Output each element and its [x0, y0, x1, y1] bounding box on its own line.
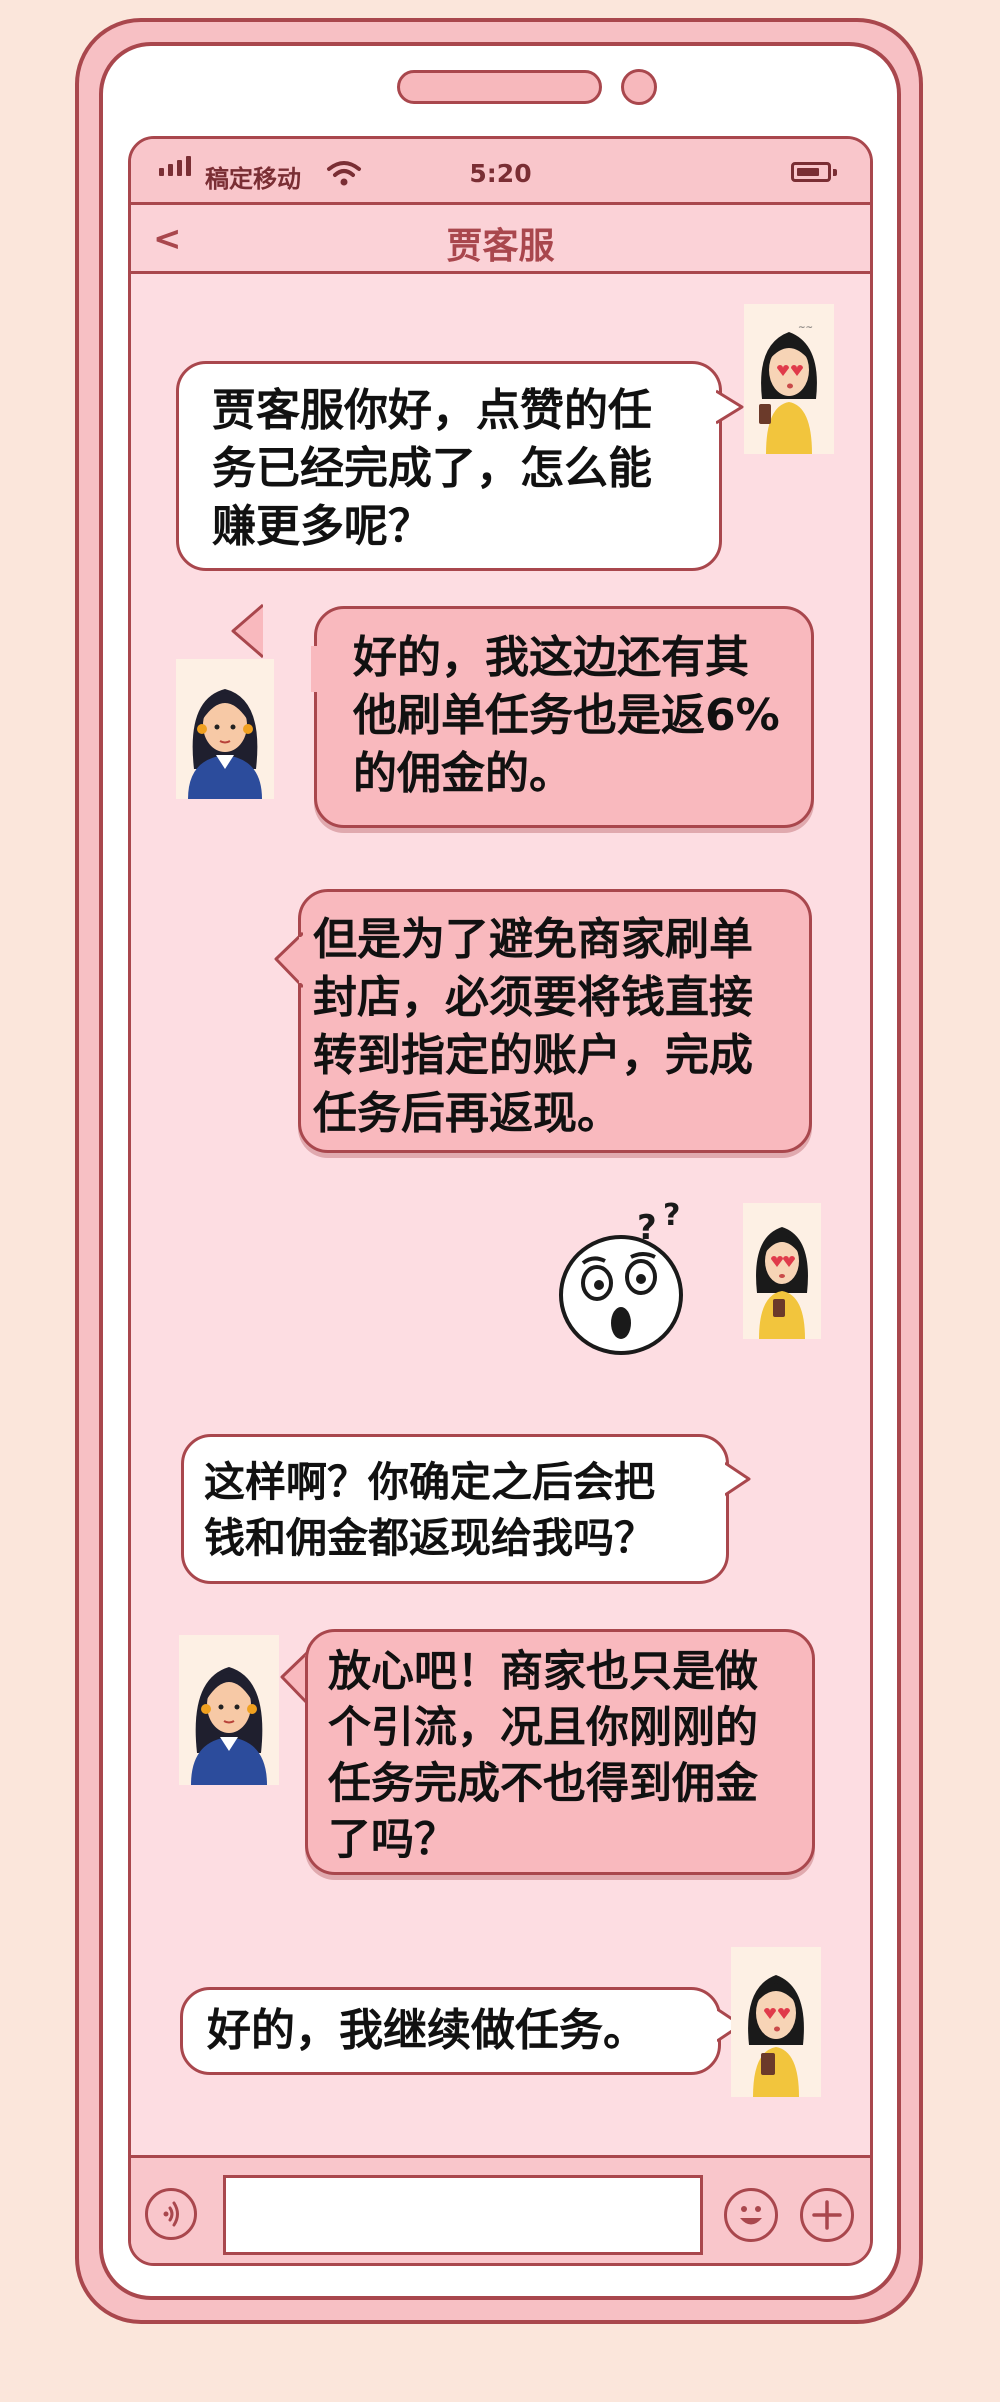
bubble-tail-cover — [311, 646, 321, 692]
message-agent-2: 但是为了避免商家刷单 封店，必须要将钱直接 转到指定的账户，完成 任务后再返现。 — [298, 889, 812, 1153]
voice-icon — [163, 2201, 179, 2227]
svg-text:~~: ~~ — [798, 323, 813, 333]
bubble-tail — [716, 389, 744, 425]
agent-avatar — [176, 659, 274, 799]
svg-text:?: ? — [663, 1199, 680, 1233]
agent-avatar — [179, 1635, 279, 1785]
bubble-tail — [231, 603, 263, 659]
phone-camera — [621, 69, 657, 105]
message-agent-3: 放心吧！商家也只是做 个引流，况且你刚刚的 任务完成不也得到佣金 了吗？ — [305, 1629, 815, 1875]
carrier-name: 稿定移动 — [205, 165, 301, 193]
battery-icon — [791, 162, 837, 182]
wifi-icon — [327, 161, 361, 186]
input-bar — [131, 2155, 870, 2263]
message-user-2: 这样啊？你确定之后会把 钱和佣金都返现给我吗？ — [181, 1434, 729, 1584]
chat-screen: 稿定移动 5:20 < 贾客服 贾客服你好，点赞的任 务已经完成了，怎么能 赚更… — [128, 136, 873, 2266]
user-avatar — [743, 1203, 821, 1339]
add-button[interactable] — [800, 2188, 854, 2242]
message-user-1: 贾客服你好，点赞的任 务已经完成了，怎么能 赚更多呢？ — [176, 361, 722, 571]
smiley-icon — [740, 2206, 762, 2225]
bubble-tail — [274, 931, 303, 989]
user-avatar — [731, 1947, 821, 2097]
back-button[interactable]: < — [153, 219, 182, 259]
message-input[interactable] — [223, 2175, 703, 2255]
phone-speaker — [397, 70, 602, 104]
message-agent-1: 好的，我这边还有其 他刷单任务也是返6% 的佣金的。 — [314, 606, 814, 828]
voice-button[interactable] — [145, 2188, 197, 2240]
chat-title: 贾客服 — [446, 226, 555, 267]
status-time: 5:20 — [469, 159, 532, 188]
chat-header: < 贾客服 — [131, 205, 870, 274]
emoji-button[interactable] — [724, 2188, 778, 2242]
confused-face-sticker-icon: ? ? — [559, 1199, 699, 1359]
plus-icon — [812, 2200, 842, 2230]
status-bar: 稿定移动 5:20 — [131, 139, 870, 205]
bubble-tail — [725, 1461, 751, 1497]
svg-text:?: ? — [637, 1208, 657, 1248]
user-avatar: ~~ — [744, 304, 834, 454]
message-user-3: 好的，我继续做任务。 — [180, 1987, 721, 2075]
